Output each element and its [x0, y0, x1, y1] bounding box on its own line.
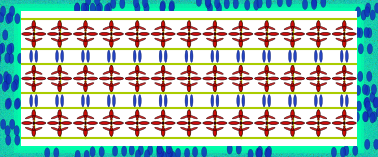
Ellipse shape	[32, 127, 36, 136]
Ellipse shape	[61, 95, 64, 107]
Ellipse shape	[151, 122, 161, 125]
Ellipse shape	[342, 110, 346, 119]
Ellipse shape	[34, 83, 42, 86]
Ellipse shape	[215, 127, 223, 131]
Circle shape	[292, 126, 293, 127]
Ellipse shape	[374, 139, 378, 149]
Ellipse shape	[6, 14, 11, 24]
Ellipse shape	[87, 50, 90, 62]
Ellipse shape	[319, 95, 322, 107]
Ellipse shape	[354, 112, 359, 122]
Ellipse shape	[30, 95, 33, 107]
Ellipse shape	[90, 147, 95, 157]
Ellipse shape	[203, 77, 213, 80]
Ellipse shape	[60, 38, 68, 42]
Ellipse shape	[367, 107, 372, 117]
Ellipse shape	[110, 21, 113, 30]
Ellipse shape	[84, 110, 87, 119]
Ellipse shape	[280, 77, 291, 80]
Ellipse shape	[342, 38, 346, 47]
Ellipse shape	[372, 112, 377, 122]
Ellipse shape	[317, 83, 320, 92]
Ellipse shape	[58, 32, 61, 36]
Ellipse shape	[181, 83, 189, 86]
Circle shape	[163, 37, 164, 38]
Ellipse shape	[60, 83, 68, 86]
Ellipse shape	[358, 71, 363, 81]
Ellipse shape	[129, 38, 137, 42]
Ellipse shape	[203, 32, 213, 35]
Ellipse shape	[51, 26, 60, 30]
Ellipse shape	[265, 110, 268, 119]
Circle shape	[238, 78, 239, 79]
Ellipse shape	[85, 83, 94, 86]
Circle shape	[85, 30, 86, 31]
Ellipse shape	[236, 144, 242, 154]
Ellipse shape	[318, 115, 327, 119]
Circle shape	[137, 126, 138, 127]
Ellipse shape	[311, 0, 317, 9]
Ellipse shape	[370, 92, 375, 102]
Ellipse shape	[48, 122, 58, 125]
Ellipse shape	[213, 38, 217, 47]
Ellipse shape	[336, 115, 344, 119]
Ellipse shape	[110, 127, 113, 136]
Ellipse shape	[32, 21, 36, 30]
Ellipse shape	[284, 38, 293, 42]
Ellipse shape	[286, 0, 291, 7]
Ellipse shape	[85, 38, 94, 42]
Circle shape	[292, 30, 293, 31]
Ellipse shape	[159, 50, 162, 62]
Ellipse shape	[266, 71, 275, 74]
Ellipse shape	[291, 110, 294, 119]
Ellipse shape	[258, 71, 266, 74]
Ellipse shape	[266, 38, 275, 42]
Ellipse shape	[192, 147, 198, 157]
Ellipse shape	[139, 122, 149, 125]
Circle shape	[292, 119, 293, 120]
Ellipse shape	[317, 110, 320, 119]
Ellipse shape	[187, 21, 191, 30]
Ellipse shape	[239, 110, 243, 119]
Ellipse shape	[266, 115, 275, 119]
Ellipse shape	[82, 50, 84, 62]
Ellipse shape	[215, 83, 223, 86]
Ellipse shape	[73, 122, 84, 125]
Ellipse shape	[336, 83, 344, 86]
Ellipse shape	[265, 121, 268, 125]
Ellipse shape	[85, 71, 94, 74]
Ellipse shape	[241, 71, 249, 74]
Ellipse shape	[0, 44, 3, 54]
Ellipse shape	[340, 50, 343, 62]
Circle shape	[266, 37, 267, 38]
Ellipse shape	[84, 83, 87, 92]
Ellipse shape	[331, 147, 336, 157]
Ellipse shape	[241, 26, 249, 30]
Ellipse shape	[342, 127, 346, 136]
Ellipse shape	[135, 38, 139, 47]
Ellipse shape	[317, 38, 320, 47]
Ellipse shape	[284, 83, 293, 86]
Ellipse shape	[85, 127, 94, 131]
Ellipse shape	[35, 50, 38, 62]
Ellipse shape	[293, 26, 301, 30]
Ellipse shape	[364, 7, 370, 17]
Ellipse shape	[291, 77, 294, 80]
Ellipse shape	[229, 77, 239, 80]
Ellipse shape	[375, 3, 378, 13]
Ellipse shape	[162, 121, 164, 125]
Circle shape	[214, 126, 215, 127]
Ellipse shape	[77, 26, 85, 30]
Ellipse shape	[293, 115, 301, 119]
Ellipse shape	[233, 0, 239, 9]
Ellipse shape	[263, 50, 265, 62]
Ellipse shape	[265, 65, 268, 74]
Ellipse shape	[32, 83, 36, 92]
Ellipse shape	[36, 32, 46, 35]
Ellipse shape	[239, 121, 242, 125]
Circle shape	[139, 78, 140, 79]
Ellipse shape	[241, 115, 249, 119]
